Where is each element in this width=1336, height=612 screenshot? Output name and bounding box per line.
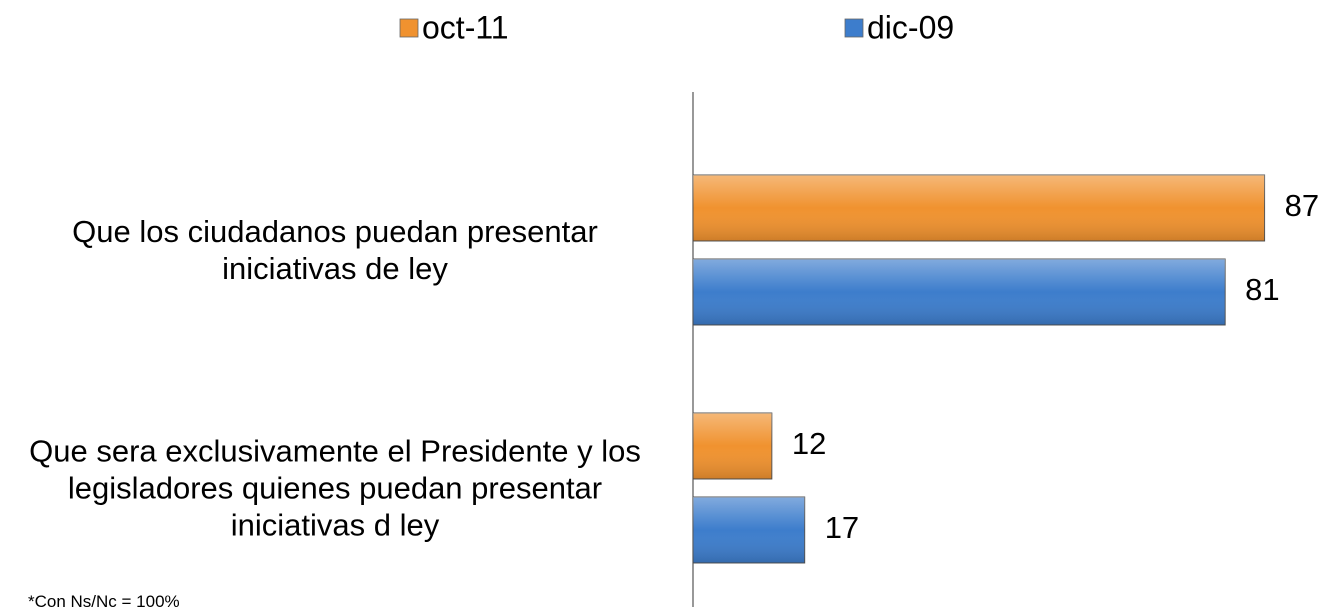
legend-swatch [844,18,864,38]
legend-swatch [399,18,419,38]
category-label: Que sera exclusivamente el Presidente y … [29,433,641,543]
legend-label: oct-11 [422,9,509,45]
footnote: *Con Ns/Nc = 100% [28,592,180,611]
category-label: Que los ciudadanos puedan presentar inic… [72,214,598,286]
legend-label: dic-09 [867,9,954,45]
data-label: 17 [825,510,859,545]
data-label: 81 [1245,272,1279,307]
data-label: 12 [792,426,826,461]
bar [692,412,773,480]
bar [692,174,1266,242]
bar [692,258,1226,326]
data-label: 87 [1285,188,1319,223]
bar [692,496,806,564]
